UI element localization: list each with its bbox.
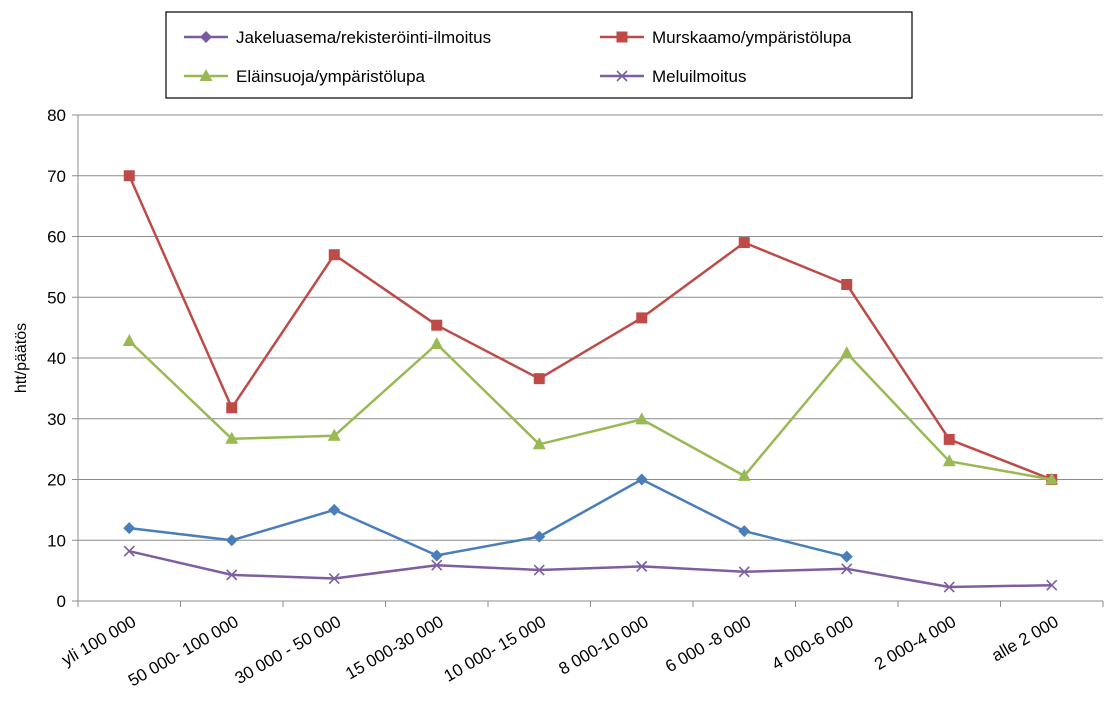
series-line: [129, 478, 848, 558]
gridlines: [78, 114, 1103, 541]
data-point: [431, 319, 443, 331]
data-point: [841, 563, 853, 575]
x-tick-label: 8 000-10 000: [555, 612, 651, 679]
y-tick-label: 30: [47, 410, 66, 429]
legend-item: Eläinsuoja/ympäristölupa: [184, 67, 426, 86]
x-tick-label: 10 000- 15 000: [441, 612, 550, 686]
data-point: [327, 428, 341, 441]
data-point: [636, 312, 648, 324]
legend-item: Jakeluasema/rekisteröinti-ilmoitus: [184, 28, 491, 47]
series-line: [128, 175, 1053, 481]
legend-label: Murskaamo/ympäristölupa: [652, 28, 852, 47]
data-point: [943, 433, 955, 445]
data-point: [199, 69, 213, 81]
data-point: [533, 564, 545, 576]
series-triangle: [122, 333, 1059, 485]
data-point: [840, 346, 854, 359]
data-point: [226, 569, 238, 581]
y-tick-label: 0: [57, 592, 66, 611]
series-diamond: [123, 473, 853, 563]
data-point: [430, 337, 444, 350]
data-point: [225, 534, 238, 547]
series-x: [123, 545, 1058, 593]
data-point: [738, 237, 750, 249]
data-point: [841, 278, 853, 290]
data-point: [431, 559, 443, 571]
y-tick-label: 40: [47, 349, 66, 368]
y-tick-label: 70: [47, 167, 66, 186]
x-tick-label: alle 2 000: [988, 612, 1061, 665]
data-point: [430, 549, 443, 562]
data-point: [737, 468, 751, 481]
data-point: [328, 572, 340, 585]
legend-label: Meluilmoitus: [652, 67, 746, 86]
y-tick-label: 10: [47, 531, 66, 550]
legend-item: Murskaamo/ympäristölupa: [600, 28, 852, 47]
legend-item: Meluilmoitus: [600, 67, 746, 86]
y-tick-labels: 0 10 20 30 40 50 60 70 80: [47, 106, 66, 611]
data-point: [943, 581, 955, 593]
y-tick-label: 20: [47, 471, 66, 490]
data-point: [636, 560, 648, 572]
legend-label: Eläinsuoja/ympäristölupa: [236, 67, 426, 86]
data-point: [328, 249, 340, 261]
data-point: [328, 503, 341, 516]
data-point: [532, 437, 546, 450]
data-point: [616, 31, 628, 43]
data-point: [738, 566, 750, 578]
data-point: [942, 454, 956, 467]
data-point: [635, 412, 649, 425]
data-point: [616, 70, 628, 82]
x-tick-label: 30 000 - 50 000: [232, 612, 345, 688]
data-point: [225, 431, 239, 444]
data-point: [840, 550, 853, 563]
data-point: [123, 522, 136, 535]
data-point: [1046, 579, 1058, 591]
series-line: [129, 549, 1052, 589]
data-point: [123, 545, 135, 557]
y-tick-label: 80: [47, 106, 66, 125]
data-point: [738, 525, 751, 538]
y-tick-label: 60: [47, 228, 66, 247]
data-point: [226, 402, 238, 414]
data-point: [123, 170, 135, 182]
data-point: [1045, 472, 1059, 485]
legend-box: [165, 11, 913, 99]
axes: [72, 114, 1104, 607]
legend-label: Jakeluasema/rekisteröinti-ilmoitus: [236, 28, 491, 47]
x-tick-label: 6 000 -8 000: [662, 612, 754, 676]
data-point: [122, 333, 136, 346]
x-tick-label: 2 000-4 000: [871, 612, 959, 674]
series-square: [123, 170, 1058, 485]
series-group: [122, 170, 1059, 593]
x-tick-label: 15 000-30 000: [342, 612, 446, 683]
data-point: [200, 31, 212, 43]
data-point: [533, 530, 546, 543]
data-point: [533, 373, 545, 385]
y-tick-label: 50: [47, 288, 66, 307]
x-tick-label: yli 100 000: [59, 612, 140, 670]
x-tick-label: 4 000-6 000: [769, 612, 857, 674]
legend: Jakeluasema/rekisteröinti-ilmoitus Murska…: [165, 11, 913, 99]
x-tick-label: 50 000- 100 000: [125, 612, 242, 690]
data-point: [635, 473, 648, 486]
series-line: [128, 340, 1053, 481]
y-axis-label: htt/päätös: [13, 323, 30, 393]
